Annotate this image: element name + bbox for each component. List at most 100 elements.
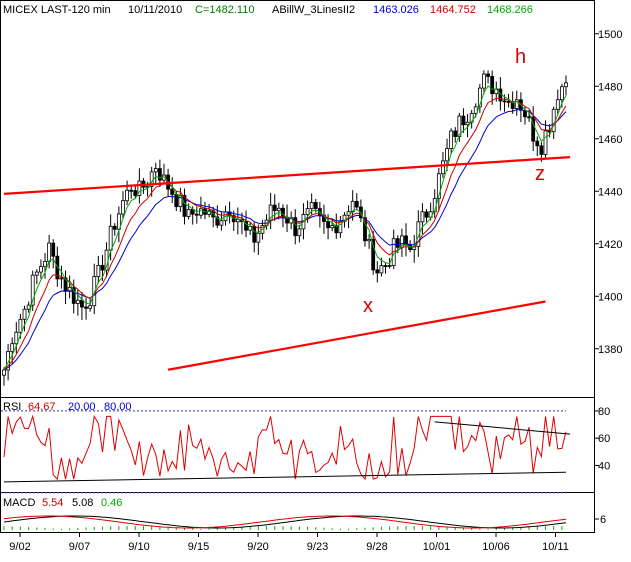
price-bar-body — [531, 116, 536, 142]
price-bar-body — [297, 228, 302, 237]
price-bar-body — [39, 266, 43, 273]
x-axis-label: 9/15 — [188, 541, 209, 553]
price-bar-body — [363, 217, 367, 242]
price-bar-body — [457, 115, 462, 137]
price-bar-body — [153, 168, 158, 173]
macd-label: MACD — [3, 497, 35, 509]
price-bar-body — [235, 218, 240, 223]
x-axis-label: 9/02 — [9, 541, 30, 553]
price-bar-body — [445, 148, 449, 162]
price-bar-body — [293, 217, 298, 237]
price-bar-body — [2, 369, 6, 376]
header-value-green: 1468.266 — [487, 4, 533, 16]
price-bar-body — [482, 73, 486, 89]
annotation-z: z — [535, 163, 545, 185]
price-bar-body — [47, 242, 52, 262]
price-bar-body — [129, 189, 134, 192]
price-bar-body — [272, 204, 277, 212]
price-bar-body — [108, 225, 113, 251]
price-bar-body — [387, 265, 392, 267]
rsi-trendline-1 — [434, 421, 571, 435]
x-axis-label: 9/10 — [128, 541, 149, 553]
price-bar-body — [367, 239, 371, 242]
price-bar-body — [543, 130, 548, 155]
price-bar-body — [10, 343, 15, 352]
price-bar-body — [30, 274, 35, 306]
price-trendline-0 — [3, 156, 571, 195]
price-bar-body — [555, 99, 560, 110]
price-bar-body — [486, 73, 490, 77]
header-date: 10/11/2010 — [128, 4, 182, 16]
price-bar-body — [194, 213, 199, 216]
price-bar-body — [371, 239, 376, 271]
price-bar-body — [395, 238, 400, 248]
rsi-level-high: 80.00 — [104, 401, 132, 413]
price-bar-body — [96, 264, 101, 277]
price-bar-body — [453, 130, 458, 137]
price-axis-label: 1400 — [598, 291, 622, 303]
price-panel-frame — [0, 0, 595, 398]
header-value-blue: 1463.026 — [373, 4, 419, 16]
price-bar-body — [268, 204, 273, 221]
macd-panel — [3, 515, 567, 530]
price-bar-body — [43, 261, 47, 268]
price-bar-body — [215, 216, 220, 226]
price-bar-body — [441, 160, 445, 175]
macd-value-black: 5.08 — [72, 497, 93, 509]
price-bar-body — [174, 193, 179, 208]
price-bar-body — [276, 207, 281, 212]
price-bar-body — [121, 200, 125, 215]
rsi-axis-label: 40 — [598, 460, 610, 472]
price-axis-label: 1480 — [598, 81, 622, 93]
price-axis-label: 1440 — [598, 186, 622, 198]
x-axis-label: 9/28 — [366, 541, 387, 553]
price-bar-body — [22, 308, 27, 320]
price-bar-body — [420, 211, 425, 223]
price-bar-body — [449, 130, 454, 149]
price-bar-body — [539, 145, 544, 155]
price-bar-body — [473, 106, 478, 114]
price-axis-label: 1500 — [598, 29, 622, 41]
price-bar-body — [157, 168, 162, 181]
price-bar-body — [67, 286, 72, 292]
price-bar-body — [281, 207, 285, 218]
price-bar-body — [244, 221, 248, 231]
rsi-trendline-0 — [3, 471, 567, 483]
price-bar-body — [477, 87, 482, 108]
price-bar-body — [346, 211, 351, 216]
price-trendline-1 — [167, 300, 546, 371]
price-bar-body — [186, 209, 191, 217]
x-axis-label: 9/20 — [247, 541, 268, 553]
price-bar-body — [313, 202, 318, 209]
price-bar-body — [326, 221, 330, 229]
price-bar-body — [112, 225, 117, 230]
price-bar-body — [514, 99, 519, 109]
price-bar-body — [14, 331, 19, 345]
price-bar-body — [436, 173, 441, 199]
price-bar-body — [354, 200, 359, 208]
price-axis-label: 1460 — [598, 134, 622, 146]
ma-line-4 — [3, 85, 567, 371]
x-axis-label: 10/06 — [482, 541, 510, 553]
header-symbol: MICEX LAST-120 min — [3, 4, 111, 16]
rsi-value: 64.67 — [28, 401, 56, 413]
price-bar-body — [424, 211, 429, 218]
price-bar-body — [309, 202, 314, 210]
price-axis-label: 1420 — [598, 239, 622, 251]
axes: 1380 1400 1420 1440 1460 1480 1500 9/02 9/07 9/10… — [9, 29, 622, 553]
macd-value-green: 0.46 — [101, 497, 122, 509]
x-axis-label: 10/01 — [423, 541, 451, 553]
ma-line-14 — [3, 109, 567, 371]
price-bar-body — [535, 140, 540, 147]
price-bar-body — [133, 190, 138, 196]
x-axis-label: 10/11 — [542, 541, 569, 553]
annotation-h: h — [515, 46, 526, 68]
price-bar-body — [51, 242, 56, 257]
price-bar-body — [252, 225, 257, 243]
rsi-line — [3, 414, 567, 481]
price-axis-label: 1380 — [598, 344, 622, 356]
price-bar-body — [26, 304, 31, 310]
rsi-level-low: 20.00 — [68, 401, 96, 413]
x-axis-label: 9/07 — [69, 541, 90, 553]
